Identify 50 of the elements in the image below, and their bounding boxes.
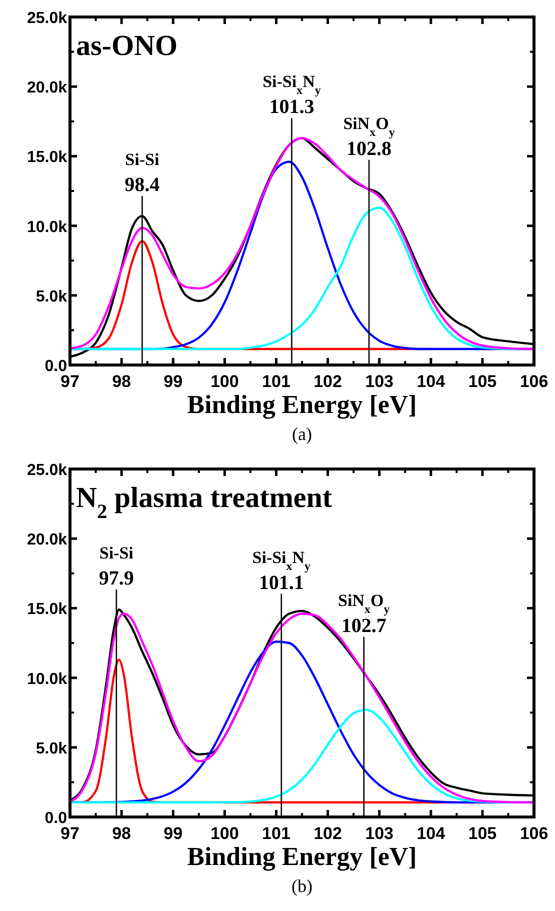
ref-line-label: 98.4 (124, 174, 160, 196)
x-tick-label: 99 (164, 372, 183, 391)
annotation: Si-Si$_{x}$N$_{y}$ (262, 72, 321, 98)
ref-line-label: 102.7 (341, 614, 386, 637)
x-tick-label: 100 (210, 372, 239, 391)
annotation: SiN$_{x}$O$_{y}$ (338, 590, 390, 616)
x-tick-label: 99 (164, 824, 183, 843)
x-tick-label: 106 (520, 824, 548, 843)
x-axis-title: Binding Energy [eV] (187, 842, 417, 871)
annotation: Si-Si$_{x}$N$_{y}$ (252, 548, 311, 573)
text: (b) (292, 876, 312, 896)
chart-title: as-ONO (76, 30, 178, 62)
y-tick-label: 0.0 (44, 810, 68, 827)
x-tick-label: 105 (468, 824, 497, 843)
text: N$_{2}$ plasma treatment (76, 482, 332, 523)
annotation: SiN$_{x}$O$_{y}$ (343, 114, 395, 139)
x-tick-label: 102 (314, 824, 342, 843)
x-tick-label: 103 (365, 824, 394, 843)
annotation: Si-Si (125, 150, 160, 170)
x-tick-label: 97 (60, 372, 80, 391)
ref-line-label: 101.1 (258, 572, 304, 594)
y-tick-label: 5.0k (36, 740, 68, 758)
x-tick-label: 97 (60, 824, 80, 843)
x-tick-label: 104 (416, 824, 446, 843)
y-tick-label: 25.0k (26, 462, 68, 479)
y-tick-label: 25.0k (26, 10, 68, 27)
ref-line-label: 97.9 (98, 568, 134, 590)
y-tick-label: 15.0k (26, 601, 68, 618)
y-tick-label: 10.0k (26, 670, 68, 688)
x-tick-label: 100 (210, 824, 239, 843)
y-tick-label: 0.0 (44, 358, 68, 375)
x-tick-label: 106 (520, 372, 548, 391)
text: (a) (292, 424, 312, 444)
x-tick-label: 104 (416, 372, 446, 391)
annotation: Si-Si (99, 544, 134, 563)
x-tick-label: 98 (112, 372, 132, 391)
y-tick-label: 20.0k (26, 532, 68, 549)
x-tick-label: 105 (468, 372, 497, 391)
ref-line-label: 101.3 (269, 96, 314, 118)
x-tick-label: 101 (262, 372, 290, 391)
y-tick-label: 15.0k (26, 149, 68, 166)
y-tick-label: 5.0k (36, 288, 68, 306)
x-tick-label: 98 (112, 824, 132, 843)
y-tick-label: 10.0k (26, 218, 68, 236)
y-tick-label: 20.0k (26, 80, 68, 97)
x-tick-label: 102 (314, 372, 342, 391)
ref-line-label: 102.8 (346, 138, 392, 160)
x-axis-title: Binding Energy [eV] (187, 390, 417, 419)
x-tick-label: 103 (365, 372, 394, 391)
x-tick-label: 101 (262, 824, 290, 843)
